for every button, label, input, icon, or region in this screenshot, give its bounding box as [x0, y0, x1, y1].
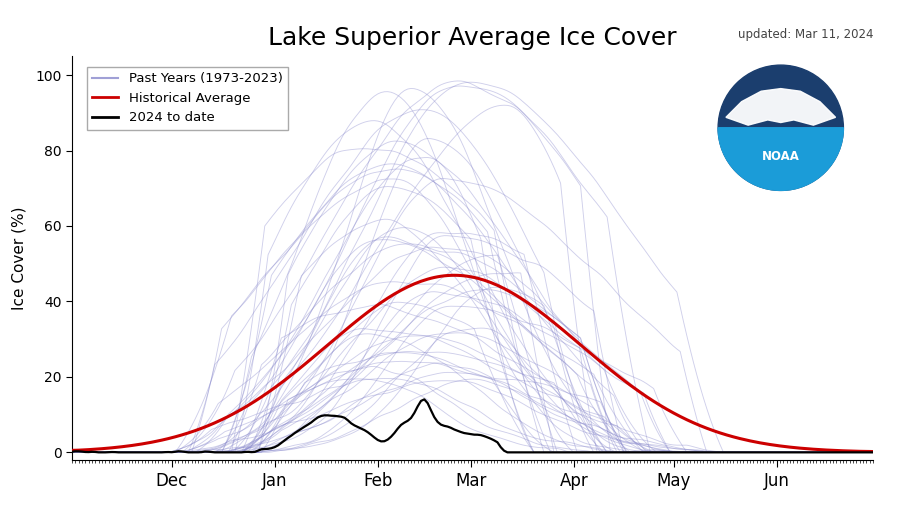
Text: NOAA: NOAA — [761, 150, 800, 163]
Title: Lake Superior Average Ice Cover: Lake Superior Average Ice Cover — [268, 26, 677, 50]
Y-axis label: Ice Cover (%): Ice Cover (%) — [12, 206, 27, 310]
Polygon shape — [718, 128, 843, 191]
Polygon shape — [726, 88, 835, 125]
Circle shape — [718, 65, 843, 191]
Text: updated: Mar 11, 2024: updated: Mar 11, 2024 — [737, 28, 873, 41]
Legend: Past Years (1973-2023), Historical Average, 2024 to date: Past Years (1973-2023), Historical Avera… — [86, 67, 288, 130]
